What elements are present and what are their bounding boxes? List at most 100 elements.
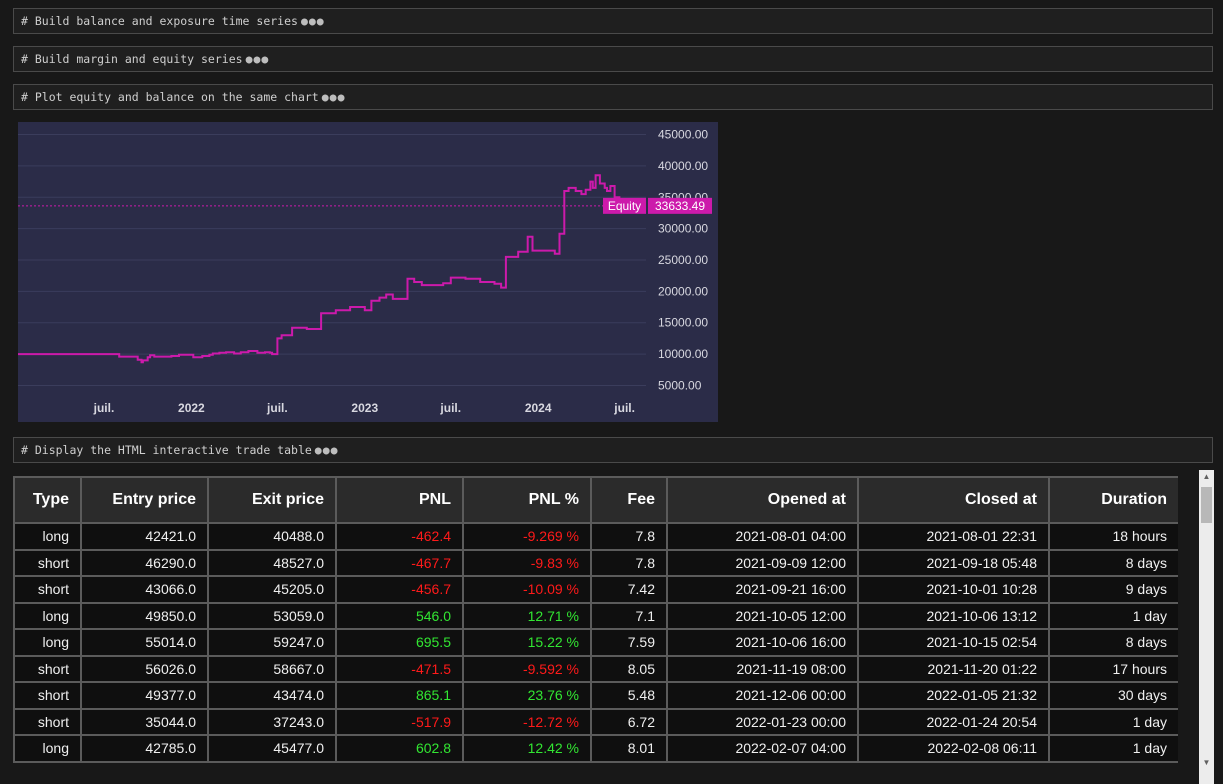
- y-tick-label: 10000.00: [658, 347, 708, 361]
- cell-entry: 42785.0: [80, 734, 209, 763]
- column-header[interactable]: Type: [13, 476, 82, 524]
- cell-pnl-pct: 12.71 %: [462, 601, 592, 630]
- cell-fee: 8.05: [590, 654, 668, 683]
- cell-pnl-pct: 23.76 %: [462, 681, 592, 710]
- cell-pnl-pct: -12.72 %: [462, 707, 592, 736]
- cell-opened: 2021-11-19 08:00: [666, 654, 859, 683]
- table-row: long 42785.0 45477.0 602.8 12.42 % 8.01 2022-0…: [13, 734, 1178, 763]
- table-row: short 46290.0 48527.0 -467.7 -9.83 % 7.8 2021-…: [13, 548, 1178, 577]
- cell-opened: 2021-10-06 16:00: [666, 628, 859, 657]
- cell-duration: 9 days: [1048, 575, 1178, 604]
- cell-fee: 7.8: [590, 522, 668, 551]
- code-cell-plot-equity[interactable]: # Plot equity and balance on the same ch…: [13, 84, 1213, 110]
- cell-closed: 2021-09-18 05:48: [857, 548, 1050, 577]
- cell-pnl: 546.0: [335, 601, 464, 630]
- x-axis-labels: juil. 2022 juil. 2023 juil. 2024 juil.: [93, 401, 635, 415]
- cell-type: long: [13, 601, 82, 630]
- chart-grid: [18, 134, 646, 386]
- cell-fee: 7.8: [590, 548, 668, 577]
- y-tick-label: 40000.00: [658, 159, 708, 173]
- column-header[interactable]: PNL %: [462, 476, 592, 524]
- collapsed-ellipsis-icon[interactable]: ●●●: [245, 52, 270, 66]
- collapsed-ellipsis-icon[interactable]: ●●●: [321, 90, 346, 104]
- cell-duration: 17 hours: [1048, 654, 1178, 683]
- scroll-up-arrow-icon[interactable]: ▲: [1202, 472, 1211, 481]
- cell-pnl: -456.7: [335, 575, 464, 604]
- collapsed-ellipsis-icon[interactable]: ●●●: [300, 14, 325, 28]
- cell-closed: 2022-02-08 06:11: [857, 734, 1050, 763]
- cell-fee: 7.59: [590, 628, 668, 657]
- cell-entry: 42421.0: [80, 522, 209, 551]
- scroll-down-arrow-icon[interactable]: ▼: [1202, 758, 1211, 767]
- cell-exit: 37243.0: [207, 707, 337, 736]
- x-tick-label: 2022: [178, 401, 205, 415]
- cell-closed: 2021-10-15 02:54: [857, 628, 1050, 657]
- cell-opened: 2022-02-07 04:00: [666, 734, 859, 763]
- cell-exit: 59247.0: [207, 628, 337, 657]
- table-scrollbar[interactable]: ▲ ▼: [1199, 470, 1214, 784]
- trade-table: Type Entry price Exit price PNL PNL % Fee Open…: [13, 476, 1178, 763]
- y-tick-label: 5000.00: [658, 378, 702, 392]
- cell-closed: 2021-08-01 22:31: [857, 522, 1050, 551]
- collapsed-ellipsis-icon[interactable]: ●●●: [314, 443, 339, 457]
- cell-fee: 7.42: [590, 575, 668, 604]
- cell-fee: 5.48: [590, 681, 668, 710]
- series-name-label-background: [603, 197, 646, 214]
- cell-closed: 2022-01-05 21:32: [857, 681, 1050, 710]
- column-header[interactable]: Entry price: [80, 476, 209, 524]
- table-row: short 35044.0 37243.0 -517.9 -12.72 % 6.72 202…: [13, 707, 1178, 736]
- cell-type: short: [13, 681, 82, 710]
- cell-duration: 1 day: [1048, 707, 1178, 736]
- code-cell-trade-table[interactable]: # Display the HTML interactive trade tab…: [13, 437, 1213, 463]
- cell-pnl: 865.1: [335, 681, 464, 710]
- cell-opened: 2021-09-09 12:00: [666, 548, 859, 577]
- cell-opened: 2021-10-05 12:00: [666, 601, 859, 630]
- cell-pnl: -462.4: [335, 522, 464, 551]
- code-cell-text: # Display the HTML interactive trade tab…: [21, 443, 312, 457]
- equity-chart[interactable]: 5000.00 10000.00 15000.00 20000.00 25000.00 3…: [18, 122, 718, 422]
- cell-entry: 55014.0: [80, 628, 209, 657]
- column-header[interactable]: Closed at: [857, 476, 1050, 524]
- column-header[interactable]: Fee: [590, 476, 668, 524]
- x-tick-label: juil.: [93, 401, 115, 415]
- code-cell-text: # Plot equity and balance on the same ch…: [21, 90, 319, 104]
- column-header[interactable]: Duration: [1048, 476, 1178, 524]
- table-row: long 55014.0 59247.0 695.5 15.22 % 7.59 2021-1…: [13, 628, 1178, 657]
- table-row: long 49850.0 53059.0 546.0 12.71 % 7.1 2021-10…: [13, 601, 1178, 630]
- cell-pnl-pct: -10.09 %: [462, 575, 592, 604]
- code-cell-margin-equity[interactable]: # Build margin and equity series ●●●: [13, 46, 1213, 72]
- cell-type: short: [13, 548, 82, 577]
- cell-pnl-pct: -9.83 %: [462, 548, 592, 577]
- y-tick-label: 20000.00: [658, 284, 708, 298]
- code-cell-balance-exposure[interactable]: # Build balance and exposure time series…: [13, 8, 1213, 34]
- cell-pnl: 695.5: [335, 628, 464, 657]
- table-body: long 42421.0 40488.0 -462.4 -9.269 % 7.8 2021-…: [13, 522, 1178, 763]
- x-tick-label: 2023: [351, 401, 378, 415]
- trade-table-container[interactable]: Type Entry price Exit price PNL PNL % Fee Open…: [13, 476, 1178, 784]
- cell-opened: 2022-01-23 00:00: [666, 707, 859, 736]
- table-row: short 56026.0 58667.0 -471.5 -9.592 % 8.05 202…: [13, 654, 1178, 683]
- cell-pnl: 602.8: [335, 734, 464, 763]
- last-value-label: 33633.49: [655, 199, 705, 213]
- table-header-row: Type Entry price Exit price PNL PNL % Fee Open…: [13, 476, 1178, 524]
- column-header[interactable]: Exit price: [207, 476, 337, 524]
- scrollbar-thumb[interactable]: [1201, 487, 1212, 523]
- table-row: long 42421.0 40488.0 -462.4 -9.269 % 7.8 2021-…: [13, 522, 1178, 551]
- code-cell-text: # Build margin and equity series: [21, 52, 243, 66]
- cell-closed: 2021-10-01 10:28: [857, 575, 1050, 604]
- cell-pnl: -471.5: [335, 654, 464, 683]
- cell-fee: 8.01: [590, 734, 668, 763]
- column-header[interactable]: PNL: [335, 476, 464, 524]
- cell-entry: 49377.0: [80, 681, 209, 710]
- cell-exit: 53059.0: [207, 601, 337, 630]
- cell-fee: 7.1: [590, 601, 668, 630]
- cell-closed: 2021-10-06 13:12: [857, 601, 1050, 630]
- cell-opened: 2021-08-01 04:00: [666, 522, 859, 551]
- last-value-labels: Equity 33633.49: [603, 197, 712, 214]
- cell-pnl: -517.9: [335, 707, 464, 736]
- cell-entry: 43066.0: [80, 575, 209, 604]
- cell-fee: 6.72: [590, 707, 668, 736]
- cell-exit: 48527.0: [207, 548, 337, 577]
- y-tick-label: 45000.00: [658, 128, 708, 142]
- column-header[interactable]: Opened at: [666, 476, 859, 524]
